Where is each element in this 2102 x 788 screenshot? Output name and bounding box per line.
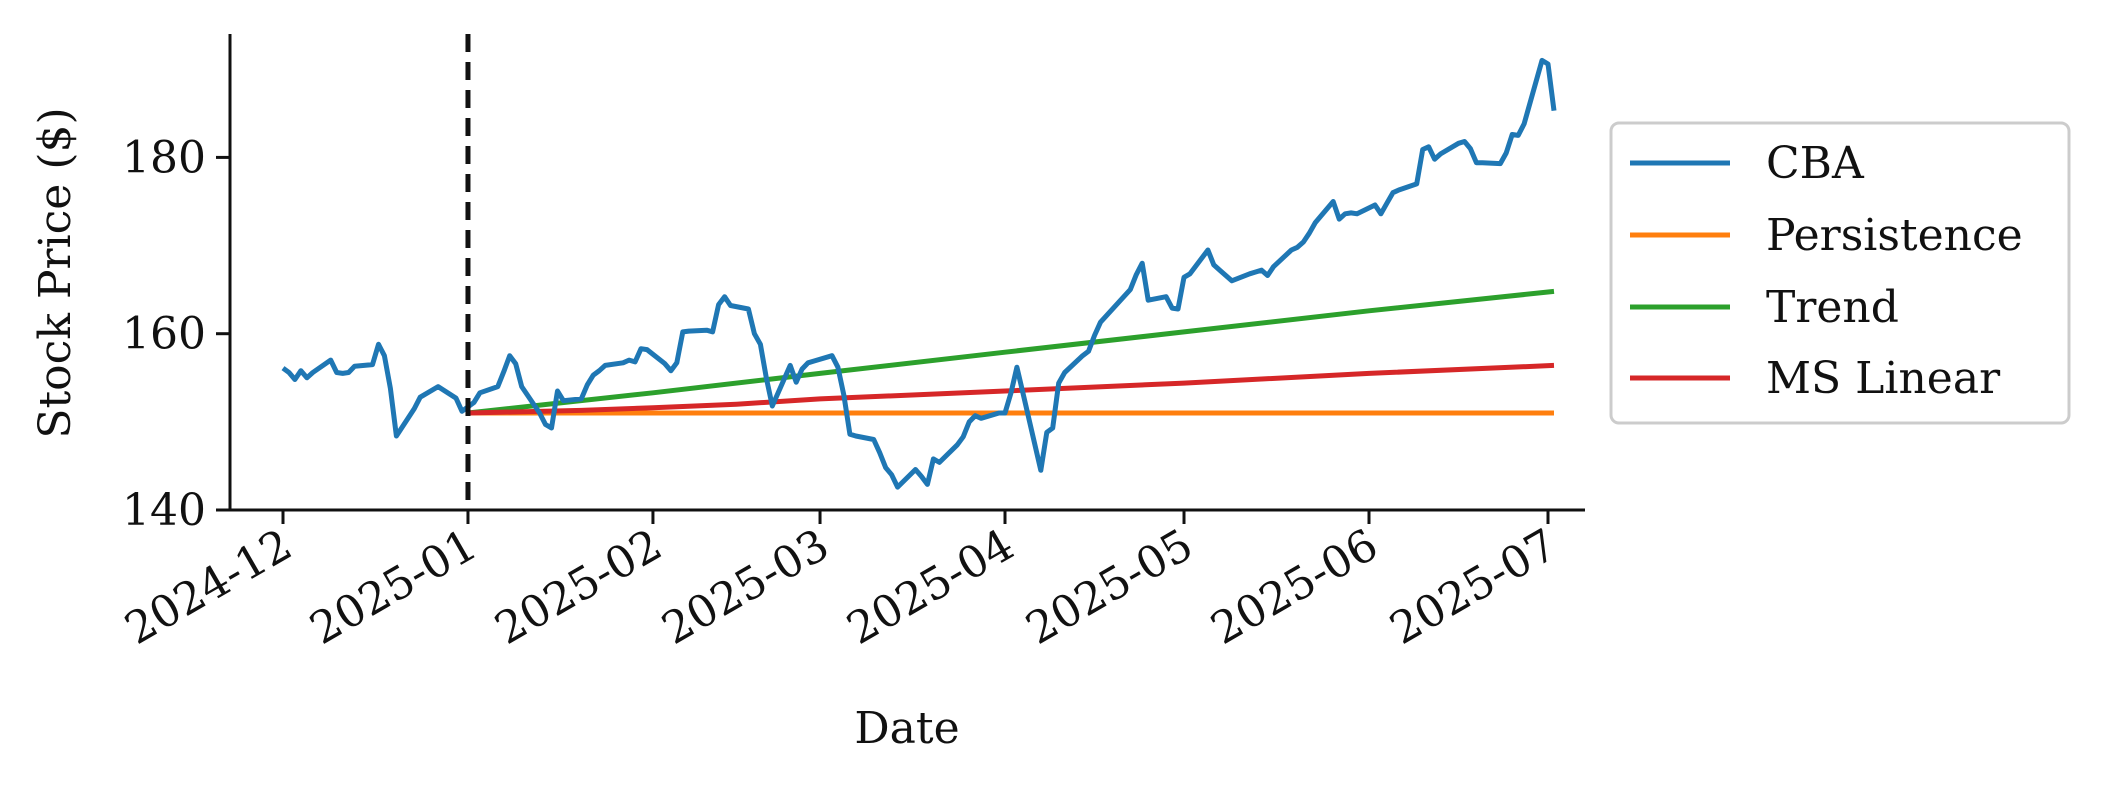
legend-label-cba: CBA xyxy=(1766,138,1865,189)
x-tick-label: 2025-01 xyxy=(302,519,486,655)
series-line-trend xyxy=(467,288,1555,416)
x-tick-label: 2025-05 xyxy=(1018,519,1202,655)
legend-label-trend: Trend xyxy=(1766,282,1899,333)
y-tick-label: 140 xyxy=(122,485,206,536)
y-axis-label: Stock Price ($) xyxy=(30,107,81,438)
y-ticks: 140 160 180 xyxy=(122,132,230,536)
series-layer xyxy=(281,34,1557,510)
legend-box xyxy=(1609,121,2071,425)
legend-label-persistence: Persistence xyxy=(1766,210,2023,261)
legend-label-ms-linear: MS Linear xyxy=(1766,353,2001,404)
legend: CBA Persistence Trend MS Linear xyxy=(1609,121,2071,425)
x-tick-label: 2025-04 xyxy=(839,519,1023,655)
x-tick-label: 2025-07 xyxy=(1382,519,1566,655)
y-tick-label: 160 xyxy=(122,309,206,360)
x-tick-label: 2024-12 xyxy=(117,519,301,655)
axes-layer xyxy=(228,34,1585,512)
x-tick-label: 2025-06 xyxy=(1203,519,1387,655)
x-tick-label: 2025-02 xyxy=(487,519,671,655)
x-axis-label: Date xyxy=(854,703,959,754)
series-line-ms-linear xyxy=(467,362,1555,416)
x-tick-label: 2025-03 xyxy=(654,519,838,655)
y-tick-label: 180 xyxy=(122,132,206,183)
series-line-cba xyxy=(281,57,1557,490)
